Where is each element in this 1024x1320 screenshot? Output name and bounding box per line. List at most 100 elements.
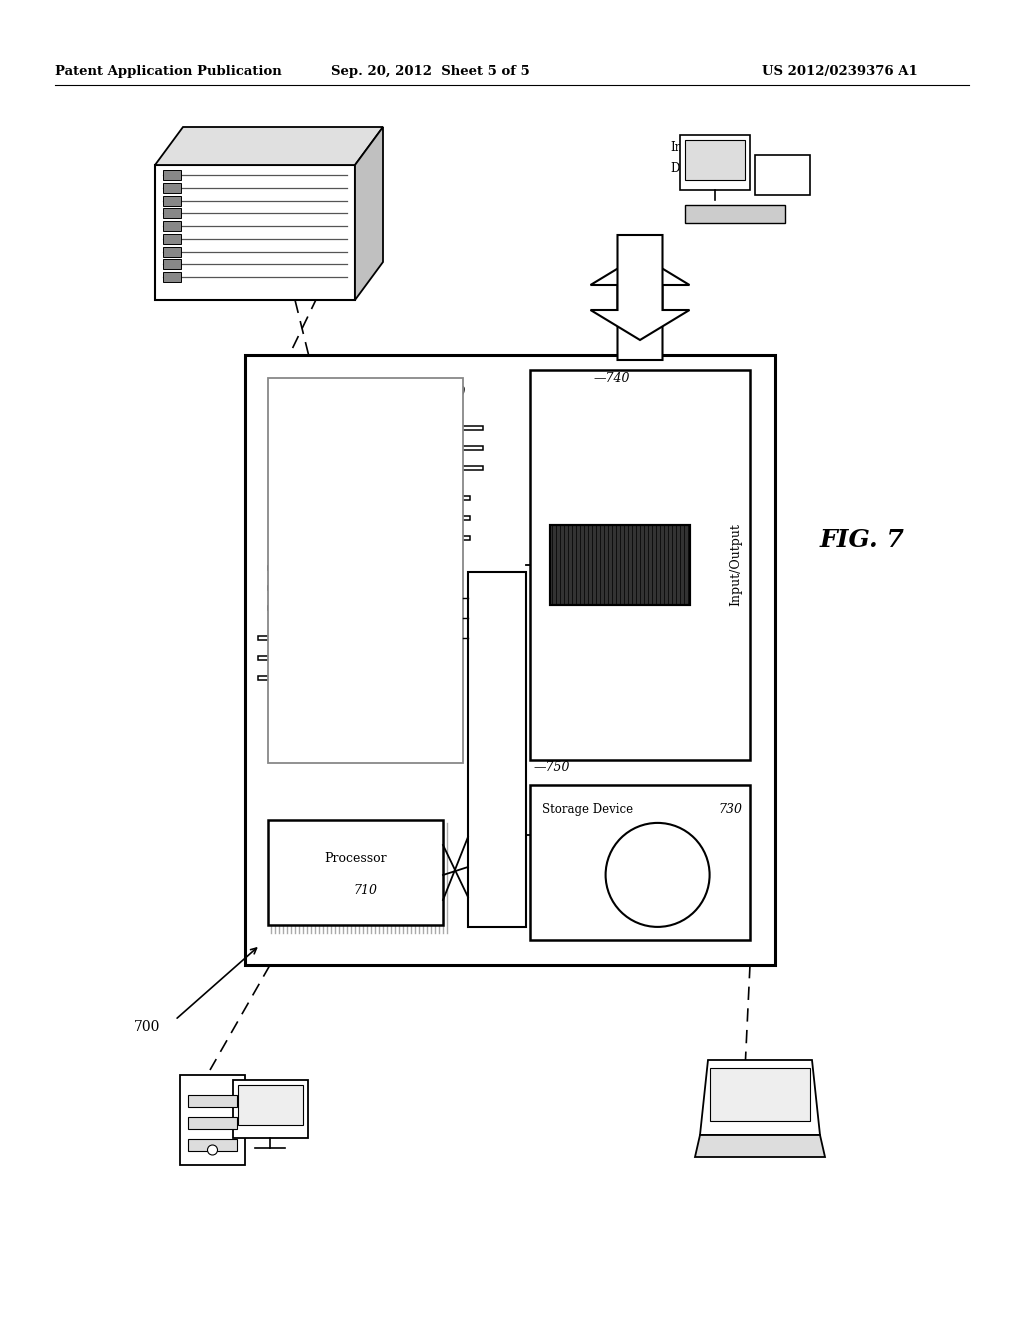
Bar (357, 558, 365, 573)
Bar (413, 463, 421, 478)
Text: 700: 700 (133, 1020, 160, 1034)
Bar (317, 533, 325, 548)
FancyArrow shape (591, 235, 689, 341)
Text: 730: 730 (718, 803, 742, 816)
Bar (391, 603, 399, 618)
Bar (307, 603, 314, 618)
Bar (163, 195, 181, 206)
Bar (293, 548, 433, 628)
Bar (555, 395, 685, 490)
Bar (364, 698, 371, 713)
Bar (318, 408, 458, 488)
Bar (163, 170, 181, 180)
Bar (630, 628, 637, 645)
Bar (578, 490, 585, 507)
Bar (445, 516, 470, 520)
Text: 710: 710 (353, 883, 378, 896)
Bar (530, 785, 750, 940)
Bar (710, 1068, 810, 1121)
Bar (458, 446, 483, 450)
Text: Devices: Devices (670, 161, 717, 174)
Bar (603, 490, 610, 507)
Bar (293, 426, 318, 430)
Bar (578, 628, 585, 645)
Polygon shape (155, 127, 383, 165)
Bar (364, 603, 371, 618)
Bar (317, 628, 325, 643)
Bar (385, 558, 393, 573)
Bar (630, 378, 637, 395)
Bar (180, 1074, 245, 1166)
Text: Patent Application Publication: Patent Application Publication (55, 66, 282, 78)
Bar (329, 558, 337, 573)
Bar (458, 426, 483, 430)
Bar (391, 698, 399, 713)
Bar (293, 446, 318, 450)
Text: Input/Output: Input/Output (670, 141, 748, 154)
Bar (630, 490, 637, 507)
Text: Storage Device: Storage Device (542, 803, 633, 816)
Bar (426, 488, 434, 503)
Bar (335, 603, 343, 618)
Bar (445, 536, 470, 540)
Circle shape (208, 1144, 217, 1155)
Bar (268, 820, 443, 925)
Bar (680, 135, 750, 190)
Bar (335, 698, 343, 713)
Text: —720: —720 (430, 385, 467, 399)
Bar (238, 1085, 302, 1125)
Bar (357, 463, 365, 478)
Bar (188, 1139, 237, 1151)
Bar (345, 628, 353, 643)
Bar (232, 1080, 307, 1138)
Bar (155, 165, 355, 300)
Bar (268, 606, 293, 610)
Bar (258, 636, 283, 640)
Polygon shape (355, 127, 383, 300)
Bar (603, 378, 610, 395)
Bar (293, 466, 318, 470)
Bar (433, 586, 458, 590)
Bar (550, 525, 690, 605)
Polygon shape (695, 1135, 825, 1158)
Bar (530, 370, 750, 760)
Bar (685, 140, 745, 180)
Bar (468, 572, 526, 927)
Text: Memory: Memory (440, 414, 453, 467)
Bar (458, 466, 483, 470)
Bar (163, 272, 181, 282)
Bar (163, 234, 181, 244)
Bar (385, 463, 393, 478)
Bar (245, 355, 775, 965)
Bar (398, 393, 406, 408)
Bar (755, 154, 810, 195)
Bar (373, 533, 381, 548)
Bar (280, 536, 305, 540)
Bar (163, 182, 181, 193)
FancyArrow shape (591, 255, 689, 360)
Bar (655, 741, 663, 758)
Bar (345, 533, 353, 548)
Bar (423, 636, 449, 640)
Bar (305, 478, 445, 558)
Bar (401, 628, 409, 643)
Polygon shape (700, 1060, 820, 1135)
Text: —740: —740 (594, 371, 630, 384)
Bar (433, 606, 458, 610)
Bar (163, 222, 181, 231)
Bar (370, 488, 378, 503)
Bar (342, 393, 350, 408)
Bar (578, 378, 585, 395)
Bar (280, 516, 305, 520)
Bar (603, 741, 610, 758)
Text: —750: —750 (534, 760, 570, 774)
Bar (401, 533, 409, 548)
Bar (655, 490, 663, 507)
Bar (342, 488, 350, 503)
Bar (423, 676, 449, 680)
Bar (188, 1096, 237, 1107)
Bar (283, 618, 423, 698)
Bar (258, 676, 283, 680)
Bar (370, 393, 378, 408)
Bar (280, 496, 305, 500)
